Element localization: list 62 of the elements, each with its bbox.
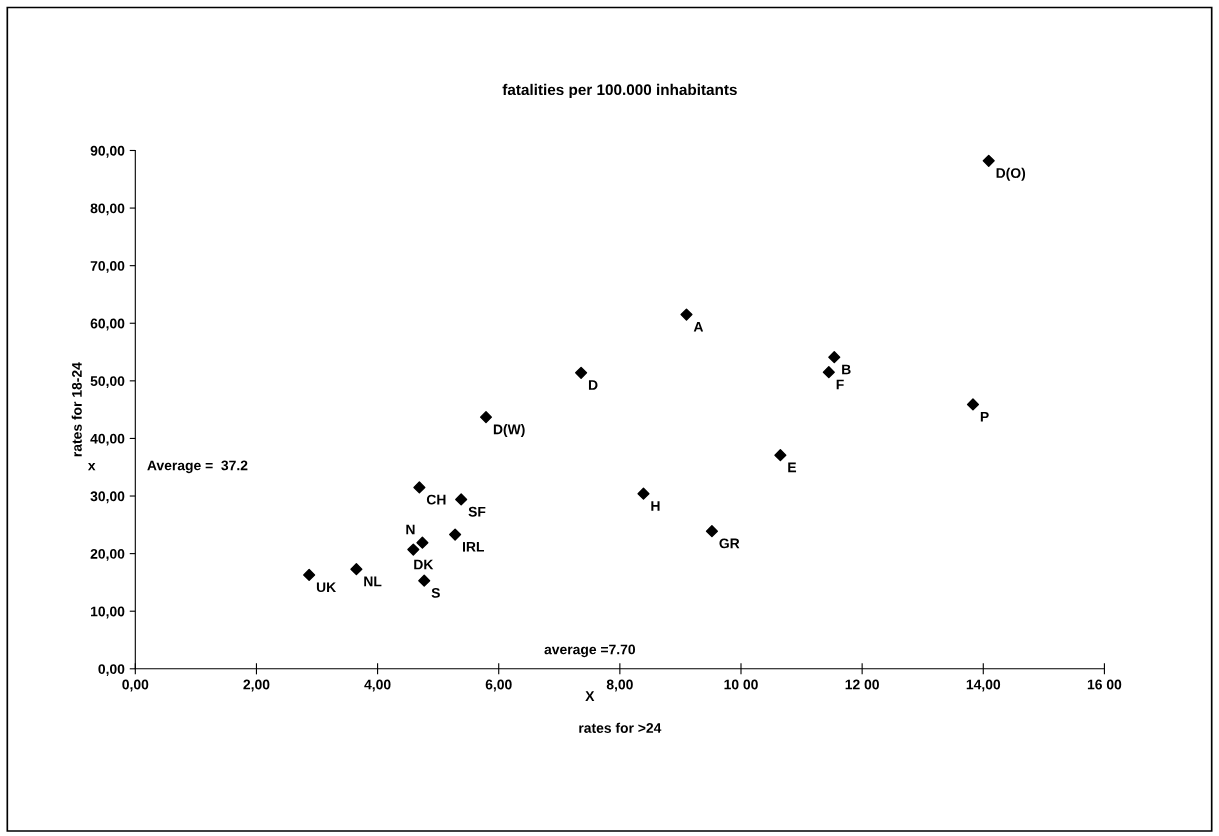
point — [982, 154, 995, 167]
annotation: CH — [426, 494, 446, 505]
annotation: average =7.70 — [544, 644, 636, 658]
annotation: GR — [719, 538, 740, 549]
text: x — [87, 462, 96, 471]
annotation: H — [651, 501, 660, 511]
x-tick-label: 10 00 — [724, 679, 758, 690]
x-axis-title: rates for >24 — [579, 722, 662, 733]
y-tick-label: 30,00 — [90, 491, 125, 504]
annotation: DK — [414, 559, 434, 570]
y-tick-label: 60,00 — [90, 318, 125, 331]
annotation: B — [842, 364, 851, 375]
point — [455, 493, 468, 506]
y-tick-label: 10,00 — [91, 606, 125, 619]
annotation: UK — [316, 582, 337, 593]
point — [705, 525, 719, 538]
point — [350, 563, 363, 576]
annotation: S — [431, 588, 440, 598]
annotation: N — [406, 524, 415, 535]
annotation: D(O) — [996, 167, 1026, 181]
point — [413, 481, 426, 494]
y-tick-label: 70,00 — [90, 261, 125, 273]
point — [774, 449, 787, 462]
point — [637, 487, 650, 500]
chart-title: fatalities per 100.000 inhabitants — [502, 83, 737, 99]
annotation: A — [693, 322, 704, 332]
annotation: Average = 37.2 — [147, 460, 248, 474]
x-tick-label: 4,00 — [364, 679, 391, 692]
x-tick-label: 0,00 — [122, 679, 149, 692]
point — [575, 366, 588, 379]
y-tick-label: 90,00 — [90, 145, 125, 158]
point — [416, 536, 429, 549]
x-tick-label: 8,00 — [606, 679, 633, 692]
annotation: SF — [468, 506, 486, 517]
x-tick-label: 16 00 — [1087, 679, 1122, 690]
point — [966, 398, 980, 411]
point — [418, 574, 431, 587]
text: X — [585, 691, 595, 701]
annotation: IRL — [462, 542, 484, 552]
point — [407, 543, 420, 556]
x-tick-label: 6,00 — [485, 679, 512, 692]
y-tick-label: 40,00 — [90, 433, 125, 446]
annotation: D — [588, 380, 598, 390]
point — [479, 411, 493, 424]
point — [822, 366, 835, 379]
annotation: NL — [364, 576, 382, 587]
y-tick-label: 0,00 — [98, 664, 125, 676]
x-tick-label: 14,00 — [966, 679, 1001, 692]
point — [680, 308, 693, 321]
y-axis-title: rates for 18-24 — [71, 362, 82, 457]
x-tick-label: 2,00 — [243, 679, 270, 692]
y-tick-label: 80,00 — [90, 203, 125, 216]
annotation: P — [980, 411, 989, 422]
point — [449, 528, 462, 541]
point — [828, 351, 841, 364]
y-tick-label: 50,00 — [90, 376, 125, 389]
y-tick-label: 20,00 — [90, 548, 125, 561]
annotation: F — [836, 379, 844, 390]
annotation: D(W) — [493, 424, 525, 438]
x-tick-label: 12 00 — [845, 679, 879, 690]
point — [303, 568, 316, 582]
annotation: E — [788, 462, 797, 473]
